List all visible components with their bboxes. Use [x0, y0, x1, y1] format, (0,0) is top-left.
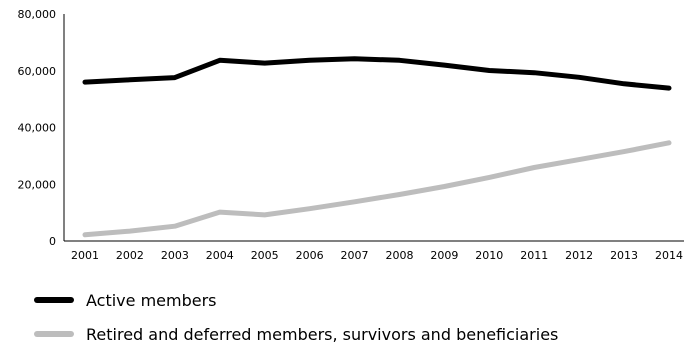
x-tick-label: 2005 [251, 249, 279, 262]
x-tick-label: 2013 [610, 249, 638, 262]
legend-item-retired: Retired and deferred members, survivors … [34, 320, 558, 348]
legend-swatch-retired [34, 331, 74, 337]
legend-label-retired: Retired and deferred members, survivors … [86, 324, 559, 344]
series-line-active-members [82, 56, 672, 91]
legend-item-active: Active members [34, 286, 558, 314]
x-tick-label: 2001 [71, 249, 99, 262]
legend: Active members Retired and deferred memb… [34, 286, 558, 354]
x-tick-label: 2009 [430, 249, 458, 262]
series-lines [82, 56, 672, 238]
series-line-retired-deferred [82, 140, 672, 238]
x-tick-label: 2007 [341, 249, 369, 262]
x-tick-label: 2012 [565, 249, 593, 262]
x-tick-label: 2008 [385, 249, 413, 262]
x-tick-label: 2003 [161, 249, 189, 262]
legend-swatch-active [34, 297, 74, 303]
x-tick-label: 2004 [206, 249, 234, 262]
x-tick-label: 2006 [296, 249, 324, 262]
x-axis-ticks: 2001 2002 2003 2004 2005 2006 2007 2008 2009 2010… [71, 249, 683, 262]
x-tick-label: 2002 [116, 249, 144, 262]
legend-label-active: Active members [86, 290, 217, 310]
y-tick-label: 0 [49, 235, 56, 248]
y-tick-label: 80,000 [18, 8, 57, 21]
y-tick-label: 40,000 [18, 122, 57, 135]
chart-axes [63, 14, 684, 242]
x-tick-label: 2010 [475, 249, 503, 262]
y-tick-label: 60,000 [18, 65, 57, 78]
y-axis-ticks: 0 20,000 40,000 60,000 80,000 [18, 8, 57, 248]
x-tick-label: 2011 [520, 249, 548, 262]
x-tick-label: 2014 [655, 249, 683, 262]
y-tick-label: 20,000 [18, 178, 57, 191]
